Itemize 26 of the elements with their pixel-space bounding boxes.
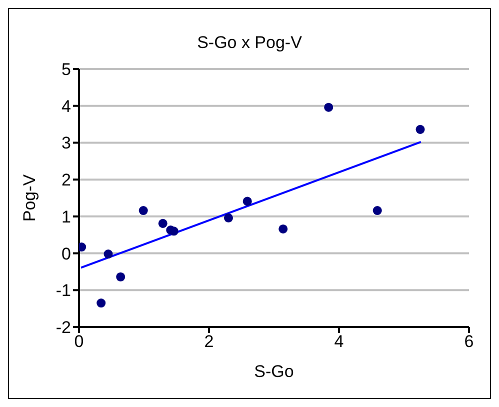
point <box>116 272 126 282</box>
point <box>278 224 288 234</box>
y-tick-label: -1 <box>56 281 71 300</box>
y-tick-label: -2 <box>56 318 71 338</box>
y-tick-label: 2 <box>62 170 71 190</box>
point <box>372 206 382 216</box>
point <box>416 124 425 134</box>
y-axis-title: Pog-V <box>20 174 40 222</box>
point <box>96 298 106 308</box>
x-tick-label: 2 <box>204 332 214 352</box>
chart-title: S-Go x Pog-V <box>196 33 303 53</box>
y-tick-label: 3 <box>62 134 71 153</box>
point <box>138 206 148 216</box>
point <box>158 218 168 228</box>
point <box>104 250 113 259</box>
x-axis-title: S-Go <box>254 362 294 381</box>
y-tick-label: 1 <box>62 207 71 226</box>
x-tick-label: 6 <box>464 332 474 352</box>
y-tick-label: 4 <box>62 96 71 116</box>
x-tick-label: 0 <box>74 332 84 352</box>
y-tick-label: 0 <box>62 244 71 264</box>
point <box>224 213 234 222</box>
x-tick-label: 4 <box>334 332 344 352</box>
point <box>324 102 334 112</box>
y-tick-label: 5 <box>62 60 71 80</box>
point <box>242 196 252 206</box>
